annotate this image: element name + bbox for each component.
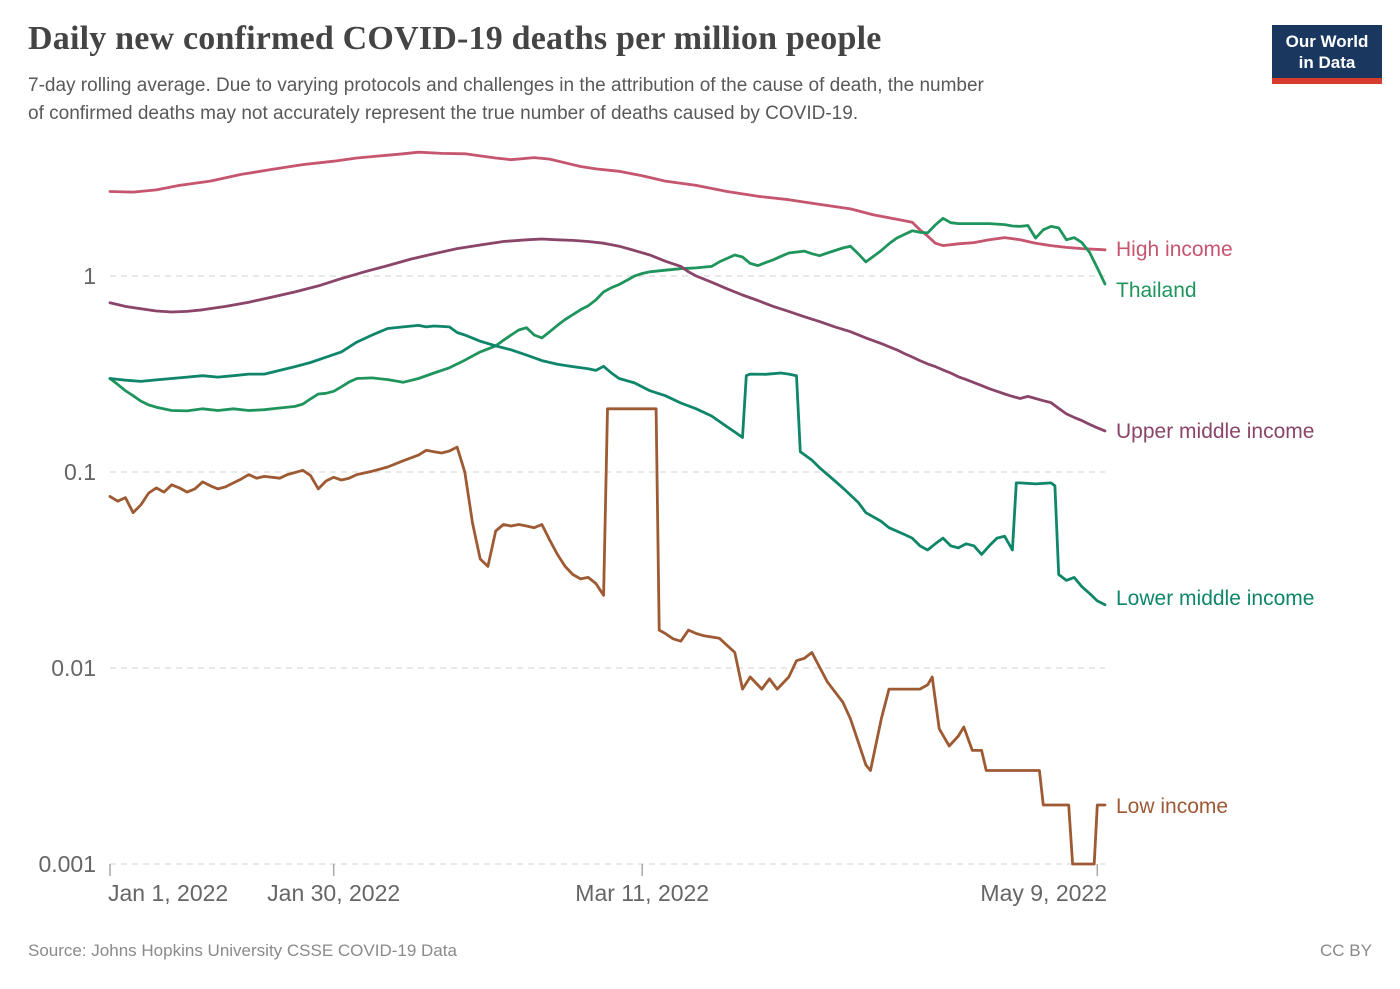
series-line-upper-middle-income	[108, 237, 1107, 433]
series-line-lower-middle-income	[108, 324, 1107, 607]
x-axis-label: Jan 1, 2022	[108, 880, 228, 906]
x-axis-label: Mar 11, 2022	[575, 880, 709, 906]
x-axis-label: May 9, 2022	[980, 880, 1107, 906]
logo-line2: in Data	[1298, 53, 1356, 72]
logo-text: Our World in Data	[1272, 25, 1382, 78]
series-label-thailand[interactable]: Thailand	[1116, 279, 1197, 302]
chart-subtitle: 7-day rolling average. Due to varying pr…	[28, 75, 984, 124]
series-label-lower-middle-income[interactable]: Lower middle income	[1116, 587, 1314, 610]
series-label-upper-middle-income[interactable]: Upper middle income	[1116, 420, 1314, 443]
y-axis-label: 1	[83, 263, 96, 289]
series-label-low-income[interactable]: Low income	[1116, 795, 1228, 818]
logo-line1: Our World	[1285, 32, 1369, 51]
y-axis-label: 0.1	[64, 459, 96, 485]
series-line-high-income	[108, 150, 1107, 252]
y-axis-label: 0.001	[38, 851, 96, 877]
series-line-low-income	[108, 407, 1107, 866]
series-line-thailand	[108, 216, 1107, 413]
y-axis-label: 0.01	[51, 655, 96, 681]
series-label-high-income[interactable]: High income	[1116, 238, 1233, 261]
owid-logo: Our World in Data	[1272, 25, 1382, 84]
logo-red-bar	[1272, 78, 1382, 84]
source-note: Source: Johns Hopkins University CSSE CO…	[28, 941, 457, 960]
license-badge[interactable]: CC BY	[1320, 941, 1372, 960]
page-title: Daily new confirmed COVID-19 deaths per …	[28, 20, 882, 57]
footer: Source: Johns Hopkins University CSSE CO…	[28, 941, 1372, 961]
x-axis-label: Jan 30, 2022	[267, 880, 400, 906]
